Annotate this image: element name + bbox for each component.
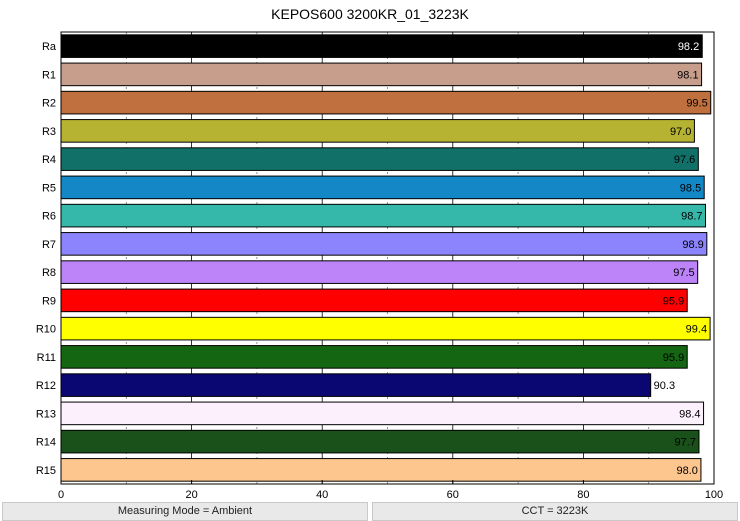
bar-r1 [60,62,703,87]
plot-frame [60,31,715,485]
measuring-mode-status: Measuring Mode = Ambient [2,502,368,521]
bar-r6 [60,203,707,228]
x-tick-label: 40 [316,489,328,501]
bar-r4 [60,147,699,171]
category-label-r15: R15 [36,465,56,477]
category-label-r9: R9 [42,295,56,307]
category-label-r3: R3 [42,126,56,138]
x-tick-label: 0 [58,489,64,501]
bar-r5 [60,175,705,200]
bar-r8 [60,260,699,284]
category-label-r5: R5 [42,182,56,194]
value-label-r12: 90.3 [654,380,675,392]
category-label-r6: R6 [42,211,56,223]
category-label-r13: R13 [36,408,56,420]
value-label-r11: 95.9 [663,352,684,364]
value-label-r5: 98.5 [680,182,701,194]
x-tick-label: 100 [705,489,723,501]
bar-r13 [60,401,705,426]
cct-status: CCT = 3223K [372,502,738,521]
value-label-r15: 98.0 [677,465,698,477]
bar-ra [60,34,703,58]
value-label-r2: 99.5 [686,98,707,110]
bar-r2 [60,90,712,115]
bar-r15 [60,458,702,482]
category-label-r8: R8 [42,267,56,279]
category-label-r2: R2 [42,98,56,110]
bar-r14 [60,429,700,454]
category-label-r10: R10 [36,324,56,336]
category-label-r12: R12 [36,380,56,392]
value-label-r4: 97.6 [674,154,695,166]
value-label-r9: 95.9 [663,295,684,307]
value-label-r6: 98.7 [681,211,702,223]
bar-r11 [60,345,688,369]
chart-title: KEPOS600 3200KR_01_3223K [271,6,469,22]
category-label-ra: Ra [42,41,57,53]
bar-r9 [60,288,688,313]
x-tick-label: 20 [185,489,197,501]
x-tick-label: 80 [577,489,589,501]
x-tick-label: 60 [447,489,459,501]
bar-r12 [60,373,652,397]
value-label-r8: 97.5 [673,267,694,279]
category-label-r4: R4 [42,154,56,166]
bar-r7 [60,232,708,256]
value-label-ra: 98.2 [678,41,699,53]
category-label-r14: R14 [36,437,56,449]
value-label-r13: 98.4 [679,408,700,420]
value-label-r7: 98.9 [682,239,703,251]
category-label-r11: R11 [37,352,56,364]
value-label-r10: 99.4 [686,324,707,336]
bar-r3 [60,119,695,143]
category-label-r7: R7 [42,239,56,251]
value-label-r14: 97.7 [675,437,696,449]
value-label-r1: 98.1 [677,69,698,81]
category-label-r1: R1 [42,69,56,81]
bar-r10 [60,316,711,341]
value-label-r3: 97.0 [670,126,691,138]
